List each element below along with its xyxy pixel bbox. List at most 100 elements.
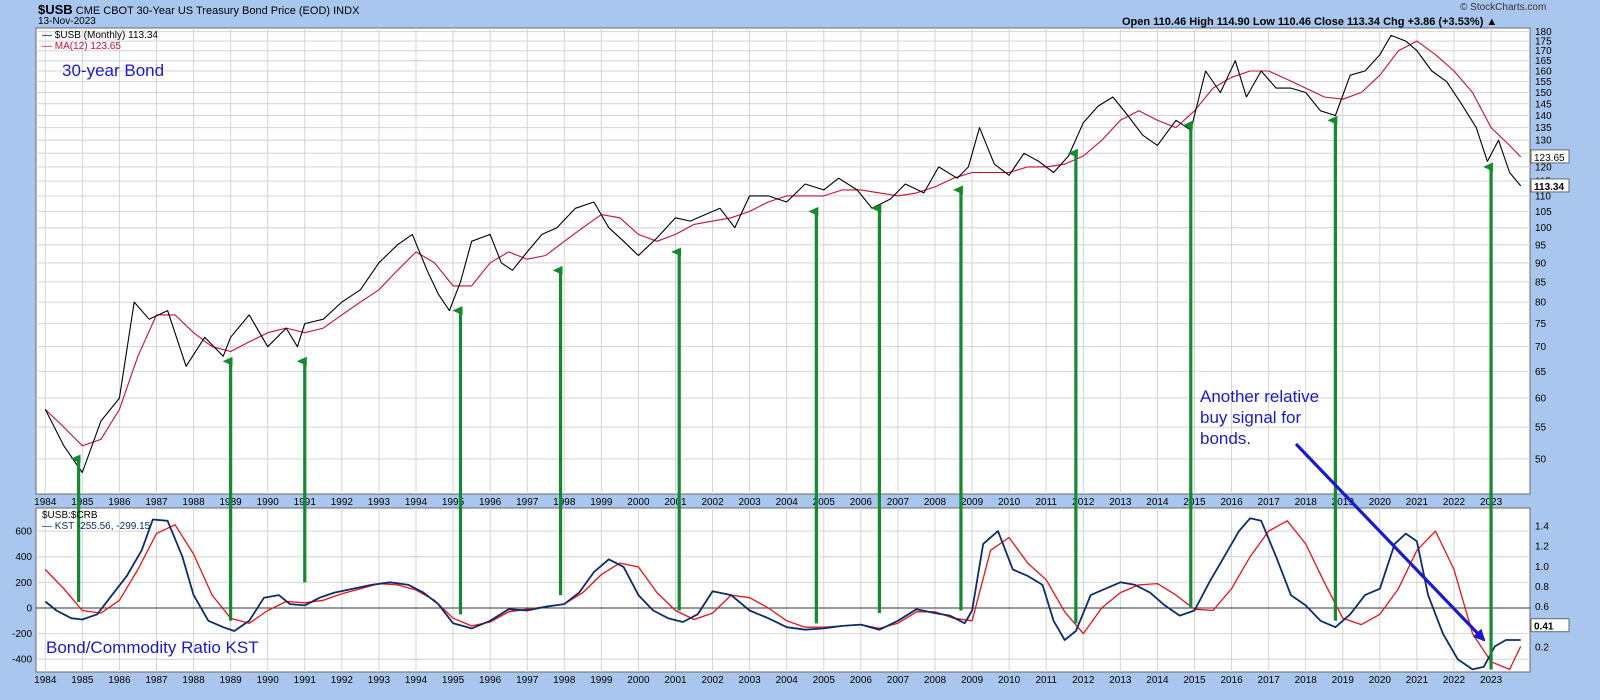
x-tick-label: 2017 <box>1258 497 1281 508</box>
x-tick-label: 1998 <box>553 497 576 508</box>
x-tick-label: 1985 <box>71 675 94 686</box>
x-tick-label: 2006 <box>850 497 873 508</box>
y-tick-label: 70 <box>1535 342 1547 353</box>
x-tick-label: 2017 <box>1258 675 1281 686</box>
x-tick-label: 2020 <box>1369 675 1392 686</box>
y-tick-label: 120 <box>1535 162 1552 173</box>
x-tick-label: 2022 <box>1443 675 1466 686</box>
x-tick-label: 1984 <box>34 497 57 508</box>
ratio-tick-label: 1.4 <box>1535 522 1549 533</box>
ratio-tick-label: 0.8 <box>1535 582 1549 593</box>
series-usb-price <box>44 34 1522 474</box>
signal-annotation-line1: Another relative <box>1200 387 1320 406</box>
y-tick-label: 135 <box>1535 123 1552 134</box>
x-tick-label: 2011 <box>1035 675 1057 686</box>
bottom-panel-title: Bond/Commodity Ratio KST <box>46 638 259 657</box>
y-tick-label: 160 <box>1535 66 1552 77</box>
y-tick-label: 105 <box>1535 207 1552 218</box>
y-tick-label: 100 <box>1535 223 1552 234</box>
x-tick-label: 1992 <box>331 497 354 508</box>
x-tick-label: 2022 <box>1443 497 1466 508</box>
x-tick-label: 2009 <box>961 675 984 686</box>
y-tick-label: 170 <box>1535 46 1552 57</box>
x-tick-label: 1986 <box>108 675 131 686</box>
watermark: © StockCharts.com <box>1460 2 1547 13</box>
signal-annotation-line2: buy signal for <box>1200 408 1302 427</box>
x-tick-label: 1996 <box>479 497 502 508</box>
x-tick-label: 2001 <box>664 497 687 508</box>
x-tick-label: 1988 <box>182 675 205 686</box>
last-price-tag-box <box>1530 178 1570 193</box>
signal-arrows <box>70 115 1494 670</box>
last-ma-tag: 123.65 <box>1530 149 1570 164</box>
x-tick-label: 1994 <box>405 497 428 508</box>
x-tick-label: 2002 <box>701 497 724 508</box>
x-tick-label: 1991 <box>294 675 317 686</box>
legend-kst: — KST -255.56, -299.15 <box>42 521 151 532</box>
x-tick-label: 2008 <box>924 497 947 508</box>
chart-date: 13-Nov-2023 <box>38 16 96 27</box>
x-tick-label: 1997 <box>516 497 539 508</box>
x-tick-label: 1995 <box>442 675 465 686</box>
y-tick-label: 140 <box>1535 111 1552 122</box>
x-tick-label: 1987 <box>145 675 168 686</box>
y-tick-label: 65 <box>1535 367 1547 378</box>
y-tick-label: 90 <box>1535 258 1547 269</box>
x-tick-label: 2010 <box>998 675 1021 686</box>
x-tick-label: 2000 <box>627 675 650 686</box>
ratio-tick-label: 0.2 <box>1535 642 1549 653</box>
y-tick-label: 175 <box>1535 37 1552 48</box>
x-tick-label: 2013 <box>1109 675 1132 686</box>
x-tick-label: 2006 <box>850 675 873 686</box>
x-tick-label: 2002 <box>701 675 724 686</box>
last-ratio-tag-box <box>1530 618 1570 633</box>
x-tick-label: 2013 <box>1109 497 1132 508</box>
axis-labels: 1984 1984 1985 1985 1986 1986 1987 1987 1988 1988… <box>12 27 1570 686</box>
x-tick-label: 1999 <box>590 675 613 686</box>
kst-tick-label: 0 <box>26 603 32 614</box>
x-tick-label: 2023 <box>1480 675 1503 686</box>
legend-ma: — MA(12) 123.65 <box>42 41 121 52</box>
x-tick-label: 2020 <box>1369 497 1392 508</box>
x-tick-label: 2004 <box>776 675 799 686</box>
y-tick-label: 145 <box>1535 99 1552 110</box>
last-ma-tag-text: 123.65 <box>1534 153 1565 164</box>
x-tick-label: 1992 <box>331 675 354 686</box>
y-tick-label: 80 <box>1535 298 1547 309</box>
x-tick-label: 2009 <box>961 497 984 508</box>
x-tick-label: 2019 <box>1332 497 1355 508</box>
y-tick-label: 155 <box>1535 77 1552 88</box>
series-kst <box>44 517 1521 671</box>
x-tick-label: 2011 <box>1035 497 1057 508</box>
series-ma12 <box>44 40 1522 447</box>
x-tick-label: 1985 <box>71 497 94 508</box>
legend-ratio: $USB:$CRB <box>42 510 98 521</box>
kst-tick-label: -400 <box>12 655 32 666</box>
legend-kst-label: KST -255.56, -299.15 <box>54 521 151 532</box>
x-tick-label: 2007 <box>887 675 910 686</box>
y-tick-label: 110 <box>1535 191 1551 202</box>
x-tick-label: 1993 <box>368 675 391 686</box>
x-tick-label: 1994 <box>405 675 428 686</box>
x-tick-label: 1988 <box>182 497 205 508</box>
x-tick-label: 2012 <box>1072 497 1095 508</box>
y-tick-label: 75 <box>1535 319 1547 330</box>
chart-header: $USB CME CBOT 30-Year US Treasury Bond P… <box>38 2 359 17</box>
x-tick-label: 1989 <box>220 675 243 686</box>
x-tick-label: 2008 <box>924 675 947 686</box>
y-tick-label: 165 <box>1535 56 1552 67</box>
price-panel <box>35 27 1531 495</box>
x-tick-label: 2004 <box>776 497 799 508</box>
x-tick-label: 2005 <box>813 675 836 686</box>
x-tick-label: 1996 <box>479 675 502 686</box>
kst-tick-label: 600 <box>15 527 32 538</box>
ticker-symbol: $USB <box>38 2 73 17</box>
y-tick-label: 60 <box>1535 394 1547 405</box>
signal-annotation: Another relative buy signal for bonds. <box>1200 386 1319 449</box>
x-tick-label: 2000 <box>627 497 650 508</box>
x-tick-label: 1995 <box>442 497 465 508</box>
last-price-tag-text: 113.34 <box>1534 182 1564 193</box>
last-ma-tag-box <box>1530 149 1570 164</box>
y-tick-label: 55 <box>1535 423 1547 434</box>
x-tick-label: 2003 <box>739 675 762 686</box>
